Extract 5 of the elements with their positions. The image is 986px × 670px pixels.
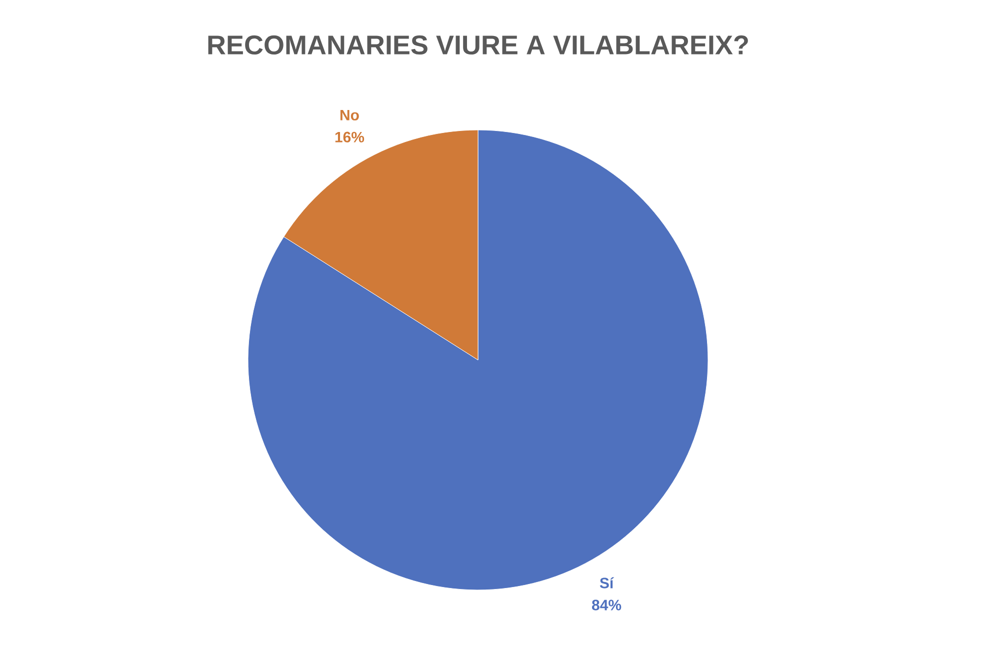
chart-title: RECOMANARIES VIURE A VILABLAREIX?: [208, 35, 748, 55]
slice-label: No: [340, 110, 359, 120]
data-label: 16%: [335, 132, 364, 142]
data-label: 84%: [592, 600, 622, 610]
slice-label: Sí: [600, 577, 614, 588]
